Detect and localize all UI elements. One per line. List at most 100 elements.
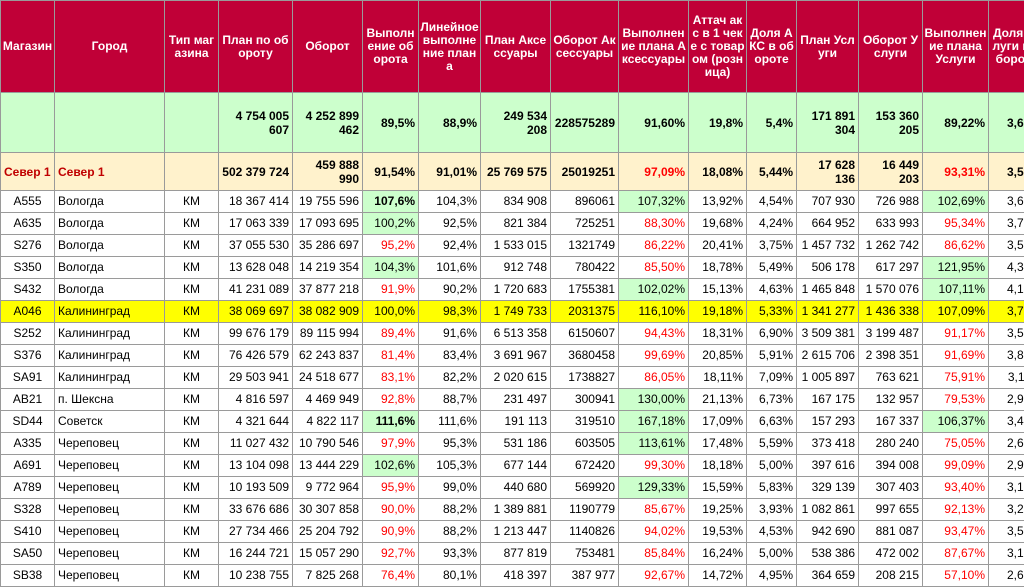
cell-turnover: 89 115 994	[293, 323, 363, 345]
cell-plan-services: 167 175	[797, 389, 859, 411]
header-city[interactable]: Город	[55, 1, 165, 93]
cell-services-share: 3,58%	[989, 235, 1024, 257]
cell-turnover: 17 093 695	[293, 213, 363, 235]
header-plan-accessories[interactable]: План Аксессуары	[481, 1, 551, 93]
cell-accessories-completion: 85,84%	[619, 543, 689, 565]
cell-services-share: 3,29%	[989, 499, 1024, 521]
cell-services-completion: 93,40%	[923, 477, 989, 499]
cell-store: SA50	[1, 543, 55, 565]
cell-store: A691	[1, 455, 55, 477]
cell-city: Калининград	[55, 345, 165, 367]
header-plan-turnover[interactable]: План по обороту	[219, 1, 293, 93]
cell-turnover-accessories: 1321749	[551, 235, 619, 257]
cell-turnover-accessories: 1755381	[551, 279, 619, 301]
cell-turnover: 38 082 909	[293, 301, 363, 323]
cell-turnover-completion: 107,6%	[363, 191, 419, 213]
cell-turnover: 30 307 858	[293, 499, 363, 521]
cell-turnover-services: 394 008	[859, 455, 923, 477]
header-accessories-completion[interactable]: Выполнение плана Аксессуары	[619, 1, 689, 93]
header-attach-rate[interactable]: Аттач акс в 1 чеке с товаром (розница)	[689, 1, 747, 93]
header-store[interactable]: Магазин	[1, 1, 55, 93]
cell-store: S276	[1, 235, 55, 257]
cell-store: S252	[1, 323, 55, 345]
cell-services-share: 2,60%	[989, 433, 1024, 455]
cell-plan-services: 1 457 732	[797, 235, 859, 257]
header-store-type[interactable]: Тип магазина	[165, 1, 219, 93]
cell-turnover-services: 132 957	[859, 389, 923, 411]
region-city: Север 1	[55, 153, 165, 191]
cell-linear-plan-completion: 111,6%	[419, 411, 481, 433]
cell-plan-services: 373 418	[797, 433, 859, 455]
cell-turnover-services: 617 297	[859, 257, 923, 279]
cell-plan-turnover: 33 676 686	[219, 499, 293, 521]
cell-accessories-share: 4,53%	[747, 521, 797, 543]
cell-accessories-completion: 86,22%	[619, 235, 689, 257]
cell-plan-turnover: 29 503 941	[219, 367, 293, 389]
header-services-share[interactable]: Доля Услуги в обороте	[989, 1, 1024, 93]
cell-services-share: 3,71%	[989, 213, 1024, 235]
cell-turnover-accessories: 896061	[551, 191, 619, 213]
cell-attach-rate: 19,68%	[689, 213, 747, 235]
cell-linear-plan-completion: 95,3%	[419, 433, 481, 455]
header-turnover-accessories[interactable]: Оборот Аксессуары	[551, 1, 619, 93]
cell-linear-plan-completion: 92,5%	[419, 213, 481, 235]
cell-plan-services: 942 690	[797, 521, 859, 543]
cell-turnover-accessories: 603505	[551, 433, 619, 455]
cell-plan-services: 157 293	[797, 411, 859, 433]
cell-accessories-completion: 167,18%	[619, 411, 689, 433]
cell-store: S328	[1, 499, 55, 521]
cell-store-type: КМ	[165, 411, 219, 433]
cell-plan-turnover: 11 027 432	[219, 433, 293, 455]
cell-city: Вологда	[55, 279, 165, 301]
header-accessories-share[interactable]: Доля АКС в обороте	[747, 1, 797, 93]
header-turnover-services[interactable]: Оборот Услуги	[859, 1, 923, 93]
cell-store: SD44	[1, 411, 55, 433]
cell-services-completion: 79,53%	[923, 389, 989, 411]
region-turnover-services: 16 449 203	[859, 153, 923, 191]
cell-accessories-completion: 130,00%	[619, 389, 689, 411]
cell-services-share: 3,85%	[989, 345, 1024, 367]
cell-turnover-services: 307 403	[859, 477, 923, 499]
cell-turnover-services: 472 002	[859, 543, 923, 565]
header-linear-plan-completion[interactable]: Линейное выполнение плана	[419, 1, 481, 93]
cell-store-type: КМ	[165, 455, 219, 477]
region-plan-turnover: 502 379 724	[219, 153, 293, 191]
region-services-completion: 93,31%	[923, 153, 989, 191]
cell-turnover-accessories: 387 977	[551, 565, 619, 587]
cell-accessories-completion: 99,30%	[619, 455, 689, 477]
header-plan-services[interactable]: План Услуги	[797, 1, 859, 93]
header-services-completion[interactable]: Выполнение плана Услуги	[923, 1, 989, 93]
cell-city: Калининград	[55, 367, 165, 389]
cell-store-type: КМ	[165, 235, 219, 257]
cell-turnover-accessories: 2031375	[551, 301, 619, 323]
cell-city: Череповец	[55, 543, 165, 565]
header-turnover-completion[interactable]: Выполнение оборота	[363, 1, 419, 93]
cell-accessories-share: 5,33%	[747, 301, 797, 323]
cell-attach-rate: 19,18%	[689, 301, 747, 323]
cell-city: Череповец	[55, 521, 165, 543]
cell-services-completion: 91,69%	[923, 345, 989, 367]
cell-turnover-completion: 90,0%	[363, 499, 419, 521]
header-turnover[interactable]: Оборот	[293, 1, 363, 93]
cell-store-type: КМ	[165, 477, 219, 499]
cell-turnover-accessories: 753481	[551, 543, 619, 565]
